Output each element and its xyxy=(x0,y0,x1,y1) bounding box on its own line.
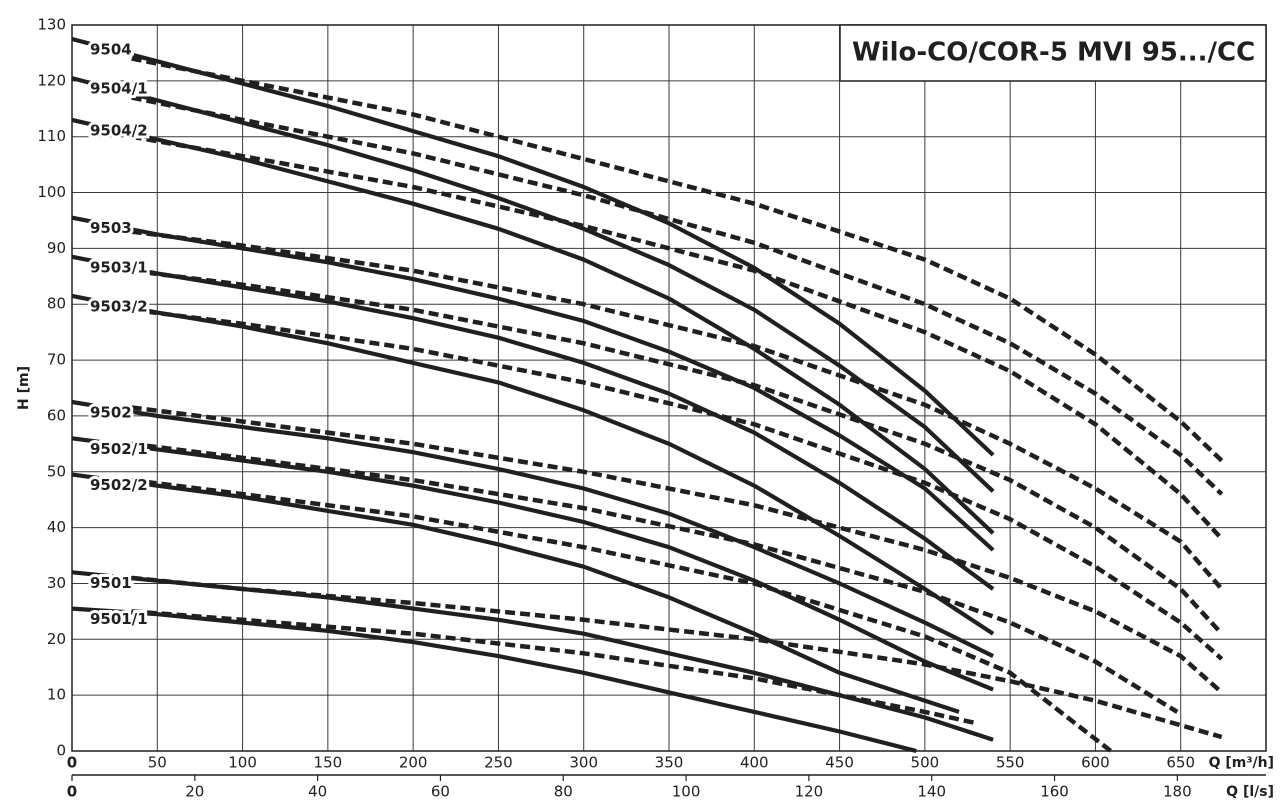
x-tick-label: 50 xyxy=(148,754,167,772)
curve-solid xyxy=(71,472,960,714)
x2-tick-label: 140 xyxy=(917,783,946,801)
curve-solid xyxy=(71,76,995,493)
y-tick-label: 90 xyxy=(47,239,66,257)
y-tick-label: 130 xyxy=(37,16,66,34)
curve-dashed xyxy=(131,609,977,726)
y-tick-label: 120 xyxy=(37,71,66,89)
y-tick-label: 70 xyxy=(47,351,66,369)
curve-dashed xyxy=(131,95,1224,496)
curve-dashed xyxy=(131,405,1224,695)
chart-title: Wilo-CO/COR-5 MVI 95.../CC xyxy=(852,38,1255,68)
x2-tick-label: 120 xyxy=(795,783,824,801)
x-tick-label: 350 xyxy=(655,754,684,772)
x2-tick-label: 100 xyxy=(672,783,701,801)
curve-label: 9502 xyxy=(90,403,132,421)
y-tick-label: 30 xyxy=(47,574,66,592)
x-tick-label: 550 xyxy=(996,754,1025,772)
x-tick-label: 650 xyxy=(1166,754,1195,772)
curve-label: 9504/1 xyxy=(90,80,148,98)
curve-label: 9504/2 xyxy=(90,121,148,139)
grid xyxy=(71,24,1266,752)
curve-label: 9502/1 xyxy=(90,440,148,458)
x-tick-label: 400 xyxy=(740,754,769,772)
x-tick-label: 250 xyxy=(484,754,513,772)
curve-dashed xyxy=(131,575,1223,740)
x-tick-label: 500 xyxy=(911,754,940,772)
x-tick-label: 100 xyxy=(228,754,257,772)
curve-solid xyxy=(71,215,995,552)
curve-label: 9503/2 xyxy=(90,297,148,315)
y-tick-label: 110 xyxy=(37,127,66,145)
y-axis-label: H [m] xyxy=(16,366,32,410)
plot-frame xyxy=(71,24,1267,752)
x2-tick-label: 60 xyxy=(431,783,450,801)
x-tick-label: 300 xyxy=(569,754,598,772)
curve-label: 9504 xyxy=(90,40,132,58)
curve-dashed xyxy=(131,307,1224,661)
y-tick-label: 100 xyxy=(37,183,66,201)
curve-dashed xyxy=(131,229,1224,591)
curve-label: 9501/1 xyxy=(90,610,148,628)
x-tick-label: 0 xyxy=(67,754,77,772)
curve-dashed xyxy=(131,56,1224,463)
x-tick-label: 200 xyxy=(399,754,428,772)
curve-dashed xyxy=(131,477,1113,753)
curve-label: 9503 xyxy=(90,219,132,237)
y-tick-label: 60 xyxy=(47,406,66,424)
curves xyxy=(71,36,1224,754)
x2-tick-label: 0 xyxy=(67,783,77,801)
curve-solid xyxy=(71,399,995,658)
curve-dashed xyxy=(131,441,1179,714)
y-tick-label: 50 xyxy=(47,462,66,480)
y-tick-label: 20 xyxy=(47,630,66,648)
y-tick-label: 40 xyxy=(47,518,66,536)
x2-axis-label: Q [l/s] xyxy=(1226,784,1274,800)
x2-tick-label: 40 xyxy=(308,783,327,801)
x2-tick-label: 160 xyxy=(1040,783,1069,801)
x-tick-label: 600 xyxy=(1081,754,1110,772)
x-tick-label: 150 xyxy=(314,754,343,772)
title-box xyxy=(839,24,1267,82)
x2-tick-label: 180 xyxy=(1163,783,1192,801)
curve-label: 9502/2 xyxy=(90,476,148,494)
y-tick-label: 10 xyxy=(47,686,66,704)
x2-tick-label: 20 xyxy=(185,783,204,801)
curve-dashed xyxy=(131,134,1224,541)
curve-label: 9501 xyxy=(90,574,132,592)
x2-tick-label: 80 xyxy=(554,783,573,801)
x-tick-label: 450 xyxy=(825,754,854,772)
curve-dashed xyxy=(131,268,1224,636)
x-axis-label: Q [m³/h] xyxy=(1209,755,1274,771)
curve-label: 9503/1 xyxy=(90,258,148,276)
y-tick-label: 0 xyxy=(56,742,66,760)
curve-solid xyxy=(71,436,994,692)
y-tick-label: 80 xyxy=(47,295,66,313)
curve-solid xyxy=(71,606,917,754)
